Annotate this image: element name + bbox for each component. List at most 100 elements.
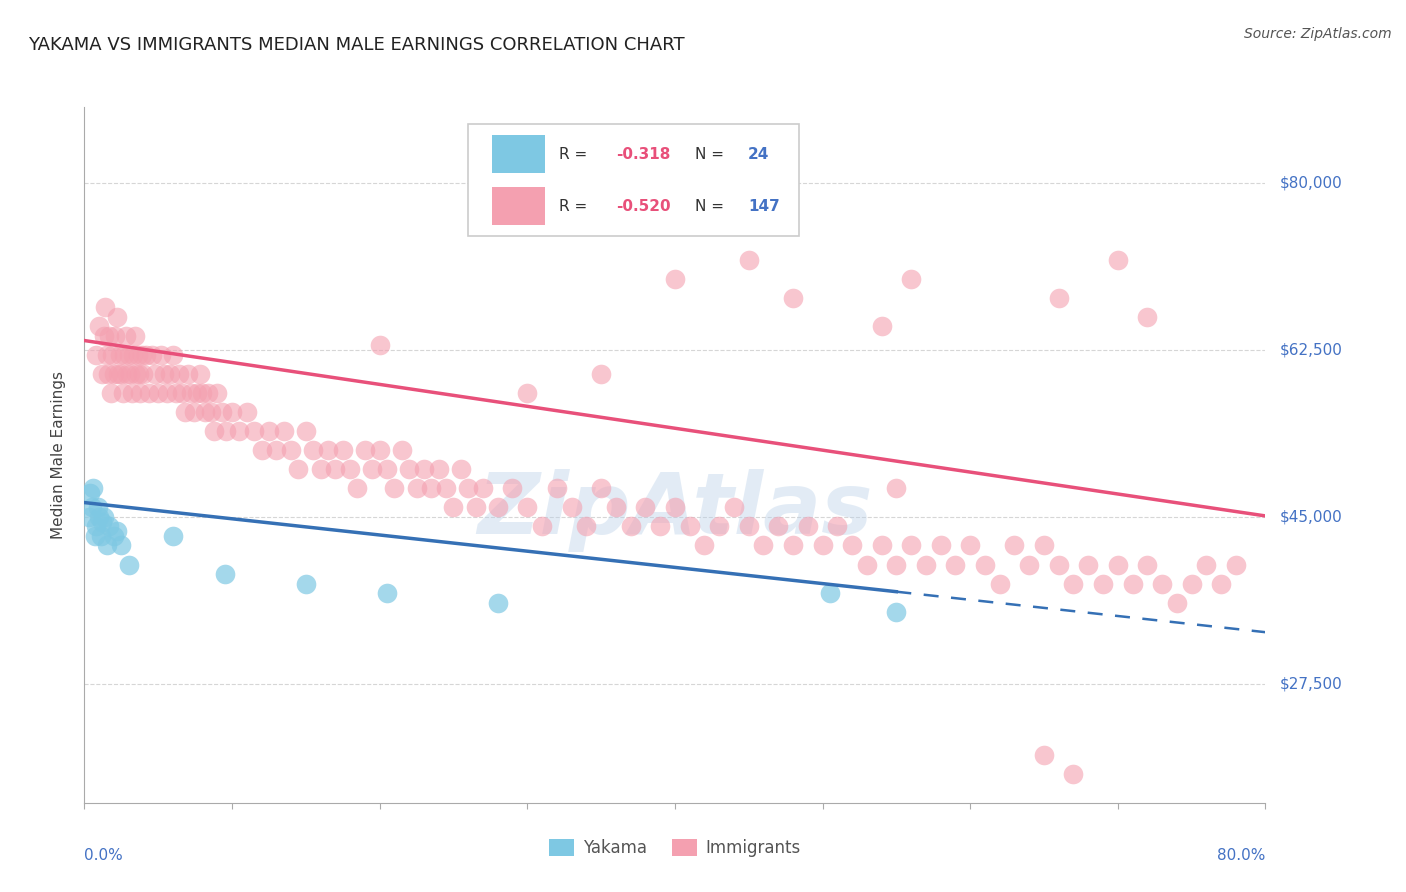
Point (1004, 539, 1026, 553)
Point (91, 367, 114, 381)
Point (1225, 558, 1247, 572)
Text: $62,500: $62,500 (1279, 343, 1343, 358)
Point (914, 558, 936, 572)
Point (287, 462, 309, 476)
Point (768, 519, 790, 533)
Point (1047, 558, 1070, 572)
Point (560, 500, 583, 515)
Point (486, 596, 509, 610)
Point (929, 539, 952, 553)
Point (93, 328, 115, 343)
Point (280, 443, 302, 458)
Point (354, 443, 377, 458)
Point (648, 519, 672, 533)
Point (80, 500, 103, 515)
Point (177, 367, 200, 381)
Point (811, 539, 834, 553)
Text: $27,500: $27,500 (1279, 676, 1343, 691)
Point (870, 539, 893, 553)
Text: -0.520: -0.520 (616, 199, 671, 214)
Point (886, 558, 908, 572)
Point (96, 539, 118, 553)
Point (316, 443, 339, 458)
Point (1032, 539, 1054, 553)
Point (118, 558, 141, 572)
Text: Source: ZipAtlas.com: Source: ZipAtlas.com (1244, 27, 1392, 41)
Point (128, 367, 150, 381)
Point (93, 509, 115, 524)
Point (167, 367, 190, 381)
Point (988, 576, 1011, 591)
Point (391, 443, 413, 458)
Point (273, 424, 295, 438)
Y-axis label: Median Male Earnings: Median Male Earnings (51, 371, 66, 539)
Text: -0.318: -0.318 (616, 146, 671, 161)
Point (368, 443, 391, 458)
Point (159, 367, 181, 381)
Legend: Yakama, Immigrants: Yakama, Immigrants (543, 832, 807, 864)
Point (664, 271, 686, 285)
Text: 80.0%: 80.0% (1218, 848, 1265, 863)
Point (1107, 558, 1129, 572)
Point (188, 367, 211, 381)
Point (84, 348, 107, 362)
Point (634, 500, 657, 515)
Point (111, 386, 134, 401)
FancyBboxPatch shape (468, 124, 799, 235)
Point (346, 481, 368, 495)
Point (818, 586, 841, 600)
Point (125, 367, 148, 381)
Point (1018, 558, 1040, 572)
Point (97, 367, 120, 381)
Point (1166, 596, 1188, 610)
Point (413, 462, 436, 476)
Point (591, 367, 613, 381)
Point (457, 481, 479, 495)
Point (202, 424, 225, 438)
Point (575, 519, 598, 533)
Point (1195, 558, 1218, 572)
Point (110, 539, 132, 553)
Point (782, 291, 804, 305)
Point (215, 424, 238, 438)
Point (1107, 252, 1129, 267)
Point (107, 367, 129, 381)
Point (96, 348, 118, 362)
Point (361, 462, 384, 476)
Point (101, 348, 124, 362)
Point (546, 481, 568, 495)
Point (257, 424, 280, 438)
Point (115, 367, 138, 381)
Point (131, 348, 153, 362)
Point (100, 386, 122, 401)
Text: 0.0%: 0.0% (84, 848, 124, 863)
Point (1136, 310, 1159, 324)
Point (138, 386, 160, 401)
Point (77, 509, 100, 524)
Point (323, 462, 347, 476)
Point (405, 481, 427, 495)
Point (1180, 576, 1202, 591)
Point (104, 328, 127, 343)
Point (472, 481, 495, 495)
Point (295, 576, 318, 591)
Point (619, 519, 641, 533)
Point (86, 500, 108, 515)
Point (156, 386, 179, 401)
Point (162, 348, 184, 362)
Point (170, 386, 193, 401)
Text: N =: N = (695, 199, 728, 214)
Text: R =: R = (560, 199, 592, 214)
Point (959, 539, 981, 553)
Point (605, 500, 627, 515)
Point (973, 558, 995, 572)
Point (108, 348, 131, 362)
Point (464, 500, 486, 515)
Point (693, 539, 716, 553)
Point (243, 424, 266, 438)
Point (398, 462, 420, 476)
Bar (492, 135, 546, 173)
Point (295, 424, 318, 438)
Text: $45,000: $45,000 (1279, 509, 1343, 524)
Point (1063, 576, 1085, 591)
